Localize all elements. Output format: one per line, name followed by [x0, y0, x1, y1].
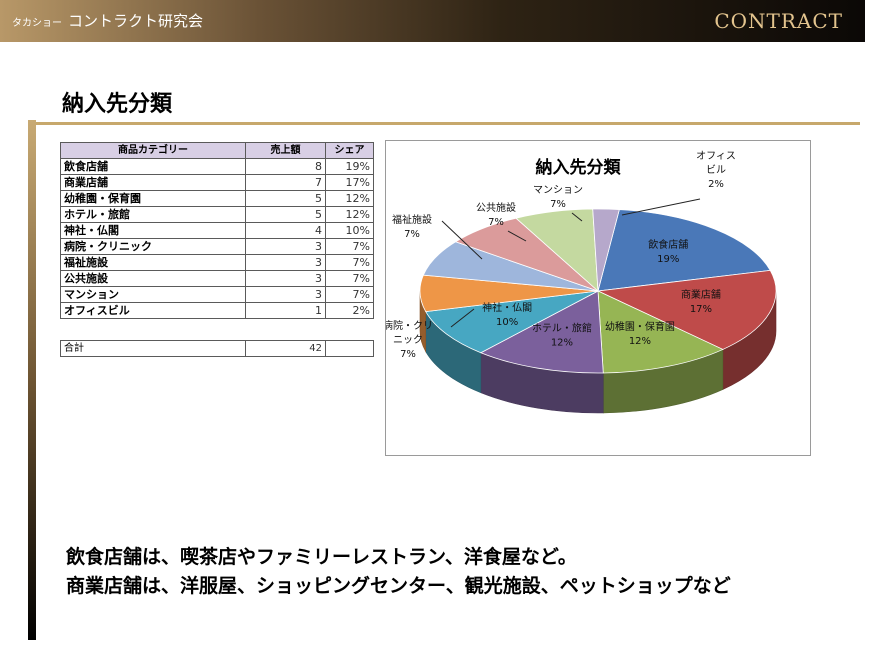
row-category: 神社・仏閣 [60, 222, 246, 239]
slice-label-2: 幼稚園・保育園 12% [605, 320, 675, 347]
slice-label-7: 公共施設 7% [476, 201, 516, 228]
table-row: 病院・クリニック 3 7% [60, 238, 374, 255]
chart-title: 納入先分類 [536, 157, 622, 178]
leader-line-8 [571, 212, 583, 222]
row-sales: 8 [245, 158, 326, 175]
total-row: 合計 42 [60, 340, 374, 357]
table-row: ホテル・旅館 5 12% [60, 206, 374, 223]
table-row: 公共施設 3 7% [60, 270, 374, 287]
row-share: 2% [325, 302, 374, 319]
title-underline [36, 122, 860, 125]
total-empty [325, 340, 374, 357]
total-table: 合計 42 [60, 340, 374, 357]
row-sales: 5 [245, 206, 326, 223]
row-category: オフィスビル [60, 302, 246, 319]
row-category: 幼稚園・保育園 [60, 190, 246, 207]
table-row: 商業店舗 7 17% [60, 174, 374, 191]
table-row: 飲食店舗 8 19% [60, 158, 374, 175]
caption: 飲食店舗は、喫茶店やファミリーレストラン、洋食屋など。 商業店舗は、洋服屋、ショ… [66, 543, 731, 601]
pie-slice-9 [592, 208, 620, 292]
row-category: 飲食店舗 [60, 158, 246, 175]
slice-label-1: 商業店舗 17% [681, 288, 721, 315]
caption-line-1: 飲食店舗は、喫茶店やファミリーレストラン、洋食屋など。 [66, 546, 577, 568]
row-category: マンション [60, 286, 246, 303]
row-share: 10% [325, 222, 374, 239]
row-category: 病院・クリニック [60, 238, 246, 255]
row-share: 12% [325, 190, 374, 207]
pie-chart: 納入先分類飲食店舗 19% 商業店舗 17% 幼稚園・保育園 12% ホテル・旅館 12% 神社… [385, 140, 811, 456]
row-category: 商業店舗 [60, 174, 246, 191]
slice-label-3: ホテル・旅館 12% [532, 321, 592, 348]
table-header-row: 商品カテゴリー 売上額 シェア [60, 142, 374, 159]
slice-label-5: 病院・クリニック 7% [386, 319, 433, 360]
header-category: 商品カテゴリー [60, 142, 246, 159]
row-share: 12% [325, 206, 374, 223]
row-sales: 3 [245, 238, 326, 255]
left-accent-bar [28, 120, 36, 640]
pie-slice-4 [425, 290, 599, 354]
header-bar: タカショー コントラクト研究会 CONTRACT [0, 0, 865, 42]
leader-line-5 [450, 308, 475, 328]
row-share: 19% [325, 158, 374, 175]
slice-label-8: マンション 7% [533, 185, 583, 210]
row-share: 7% [325, 286, 374, 303]
row-category: 福祉施設 [60, 254, 246, 271]
sales-table: 商品カテゴリー 売上額 シェア 飲食店舗 8 19% 商業店舗 7 17% 幼稚園・保育園 5… [60, 142, 374, 319]
pie-slice-2 [597, 290, 724, 374]
slice-label-4: 神社・仏閣 10% [482, 301, 532, 328]
row-sales: 5 [245, 190, 326, 207]
brand-small: タカショー [12, 18, 62, 29]
pie-slice-3 [479, 290, 604, 374]
page-title: 納入先分類 [62, 92, 173, 117]
row-sales: 4 [245, 222, 326, 239]
row-share: 17% [325, 174, 374, 191]
total-label: 合計 [60, 340, 246, 357]
brand-title: タカショー コントラクト研究会 [12, 10, 203, 31]
row-sales: 3 [245, 254, 326, 271]
row-share: 7% [325, 254, 374, 271]
leader-line-9 [621, 198, 701, 216]
row-sales: 7 [245, 174, 326, 191]
caption-line-2: 商業店舗は、洋服屋、ショッピングセンター、観光施設、ペットショップなど [66, 575, 731, 597]
row-category: 公共施設 [60, 270, 246, 287]
pie-slice-1 [596, 269, 777, 350]
leader-line-6 [441, 220, 483, 260]
table-row: 神社・仏閣 4 10% [60, 222, 374, 239]
slice-label-6: 福祉施設 7% [392, 213, 432, 240]
row-sales: 3 [245, 270, 326, 287]
brand-name: コントラクト研究会 [68, 12, 204, 30]
header-share: シェア [325, 142, 374, 159]
row-sales: 1 [245, 302, 326, 319]
row-category: ホテル・旅館 [60, 206, 246, 223]
row-share: 7% [325, 270, 374, 287]
slice-label-9: オフィスビル 2% [696, 150, 736, 190]
table-row: 福祉施設 3 7% [60, 254, 374, 271]
contract-logo: CONTRACT [714, 9, 843, 33]
slice-label-0: 飲食店舗 19% [648, 238, 688, 265]
row-sales: 3 [245, 286, 326, 303]
row-share: 7% [325, 238, 374, 255]
header-sales: 売上額 [245, 142, 326, 159]
table-row: マンション 3 7% [60, 286, 374, 303]
table-row: 幼稚園・保育園 5 12% [60, 190, 374, 207]
total-value: 42 [245, 340, 326, 357]
table-row: オフィスビル 1 2% [60, 302, 374, 319]
leader-line-7 [507, 230, 527, 242]
